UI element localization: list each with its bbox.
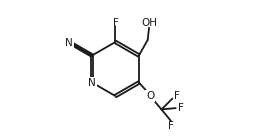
- Text: N: N: [88, 78, 96, 87]
- Text: F: F: [168, 121, 174, 131]
- Text: N: N: [65, 38, 73, 48]
- Text: OH: OH: [142, 18, 158, 28]
- Text: O: O: [146, 91, 154, 101]
- Text: F: F: [178, 103, 184, 113]
- Text: F: F: [112, 18, 118, 28]
- Text: F: F: [174, 91, 180, 101]
